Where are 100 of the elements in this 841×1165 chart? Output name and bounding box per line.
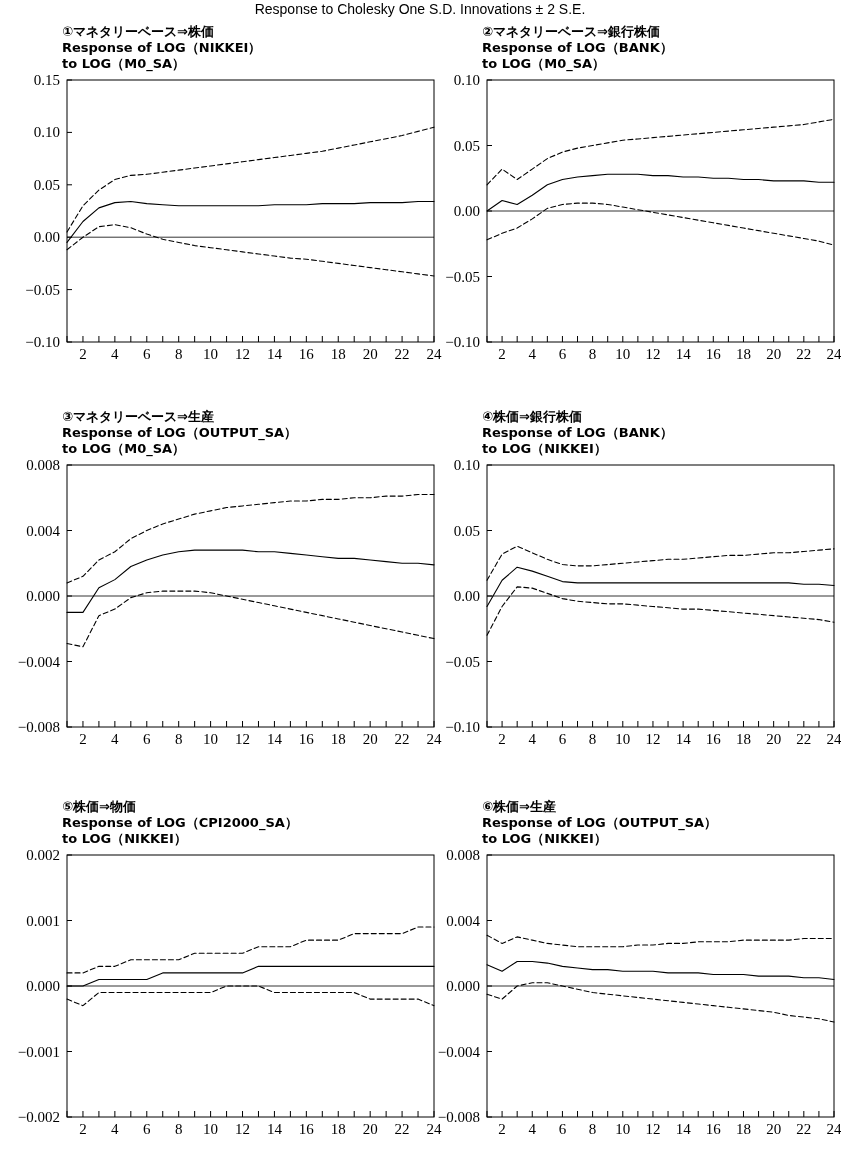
- y-tick-label: −0.05: [445, 268, 480, 285]
- x-tick-label: 18: [330, 731, 346, 747]
- y-tick-label: −0.002: [17, 1109, 60, 1125]
- x-tick-label: 14: [675, 346, 692, 362]
- x-tick-label: 16: [705, 1121, 722, 1137]
- y-tick-label: 0.008: [446, 847, 480, 863]
- x-tick-label: 8: [174, 731, 183, 747]
- y-tick-label: −0.10: [25, 334, 60, 350]
- y-tick-label: 0.10: [453, 457, 480, 473]
- x-tick-label: 20: [362, 731, 378, 747]
- x-tick-label: 2: [498, 1121, 506, 1137]
- x-tick-label: 20: [766, 346, 782, 362]
- y-tick-label: 0.05: [453, 137, 480, 154]
- x-tick-label: 4: [528, 1121, 537, 1137]
- x-tick-label: 16: [298, 1121, 315, 1137]
- x-tick-label: 2: [79, 346, 87, 362]
- x-tick-label: 12: [645, 346, 661, 362]
- x-tick-label: 14: [675, 1121, 692, 1137]
- x-tick-label: 10: [203, 346, 219, 362]
- x-tick-label: 18: [735, 1121, 751, 1137]
- x-tick-label: 6: [558, 1121, 567, 1137]
- y-tick-label: 0.05: [453, 522, 480, 539]
- y-tick-label: 0.008: [26, 457, 60, 473]
- chart-subtitle: Response of LOG（BANK） to LOG（M0_SA）: [482, 40, 673, 72]
- x-tick-label: 22: [796, 1121, 812, 1137]
- x-tick-label: 16: [705, 731, 722, 747]
- chart-subtitle: Response of LOG（BANK） to LOG（NIKKEI）: [482, 425, 673, 456]
- y-tick-label: 0.15: [33, 72, 60, 88]
- chart-title: ⑤株価⇒物価: [62, 799, 136, 814]
- x-tick-label: 4: [111, 346, 120, 362]
- y-tick-label: −0.004: [437, 1043, 481, 1060]
- chart-title: ⑥株価⇒生産: [482, 799, 556, 814]
- y-tick-label: 0.004: [26, 522, 61, 539]
- x-tick-label: 24: [426, 731, 442, 747]
- x-tick-label: 6: [558, 731, 567, 747]
- x-tick-label: 12: [645, 1121, 661, 1137]
- y-tick-label: −0.05: [445, 653, 480, 670]
- x-tick-label: 20: [362, 346, 378, 362]
- x-tick-label: 22: [394, 346, 410, 362]
- y-tick-label: 0.000: [26, 588, 60, 604]
- y-tick-label: 0.00: [453, 588, 480, 604]
- chart-title: ④株価⇒銀行株価: [482, 409, 582, 424]
- x-tick-label: 24: [826, 1121, 841, 1137]
- x-tick-label: 20: [766, 1121, 782, 1137]
- x-tick-label: 8: [174, 1121, 183, 1137]
- x-tick-label: 14: [675, 731, 692, 747]
- x-tick-label: 10: [615, 731, 631, 747]
- chart-subtitle: Response of LOG（OUTPUT_SA） to LOG（M0_SA）: [62, 425, 298, 457]
- chart-subtitle: Response of LOG（NIKKEI） to LOG（M0_SA）: [62, 40, 262, 72]
- x-tick-label: 12: [235, 1121, 251, 1137]
- chart-subtitle: Response of LOG（OUTPUT_SA） to LOG（NIKKEI）: [482, 815, 718, 846]
- y-tick-label: 0.10: [453, 72, 480, 88]
- x-tick-label: 8: [588, 346, 597, 362]
- y-tick-label: −0.10: [445, 334, 480, 350]
- x-tick-label: 2: [498, 731, 506, 747]
- x-tick-label: 4: [528, 346, 537, 362]
- x-tick-label: 16: [298, 346, 315, 362]
- x-tick-label: 12: [235, 731, 251, 747]
- x-tick-label: 12: [645, 731, 661, 747]
- x-tick-label: 16: [705, 346, 722, 362]
- x-tick-label: 18: [330, 1121, 346, 1137]
- x-tick-label: 20: [362, 1121, 378, 1137]
- x-tick-label: 18: [735, 731, 751, 747]
- chart-subtitle: Response of LOG（CPI2000_SA） to LOG（NIKKEI）: [62, 815, 298, 846]
- x-tick-label: 14: [266, 1121, 283, 1137]
- y-tick-label: 0.10: [33, 124, 60, 141]
- x-tick-label: 8: [588, 731, 597, 747]
- y-tick-label: 0.000: [26, 978, 60, 994]
- x-tick-label: 10: [615, 1121, 631, 1137]
- x-tick-label: 14: [266, 346, 283, 362]
- y-tick-label: −0.004: [17, 653, 61, 670]
- y-tick-label: 0.002: [26, 847, 60, 863]
- y-tick-label: 0.00: [453, 203, 480, 219]
- y-tick-label: 0.000: [446, 978, 480, 994]
- x-tick-label: 12: [235, 346, 251, 362]
- x-tick-label: 24: [826, 346, 841, 362]
- x-tick-label: 6: [143, 346, 152, 362]
- x-tick-label: 22: [394, 1121, 410, 1137]
- x-tick-label: 18: [735, 346, 751, 362]
- chart-title: ②マネタリーベース⇒銀行株価: [482, 24, 660, 39]
- x-tick-label: 2: [79, 1121, 87, 1137]
- x-tick-label: 8: [588, 1121, 597, 1137]
- x-tick-label: 20: [766, 731, 782, 747]
- x-tick-label: 22: [394, 731, 410, 747]
- x-tick-label: 6: [143, 1121, 152, 1137]
- x-tick-label: 4: [528, 731, 537, 747]
- y-tick-label: 0.004: [446, 912, 481, 929]
- x-tick-label: 10: [615, 346, 631, 362]
- x-tick-label: 4: [111, 731, 120, 747]
- x-tick-label: 2: [79, 731, 87, 747]
- x-tick-label: 10: [203, 1121, 219, 1137]
- x-tick-label: 22: [796, 346, 812, 362]
- x-tick-label: 10: [203, 731, 219, 747]
- y-tick-label: −0.10: [445, 719, 480, 735]
- y-tick-label: 0.05: [33, 176, 60, 193]
- chart-title: ③マネタリーベース⇒生産: [62, 409, 214, 424]
- y-tick-label: 0.001: [26, 912, 60, 929]
- x-tick-label: 4: [111, 1121, 120, 1137]
- x-tick-label: 22: [796, 731, 812, 747]
- y-tick-label: −0.05: [25, 281, 60, 298]
